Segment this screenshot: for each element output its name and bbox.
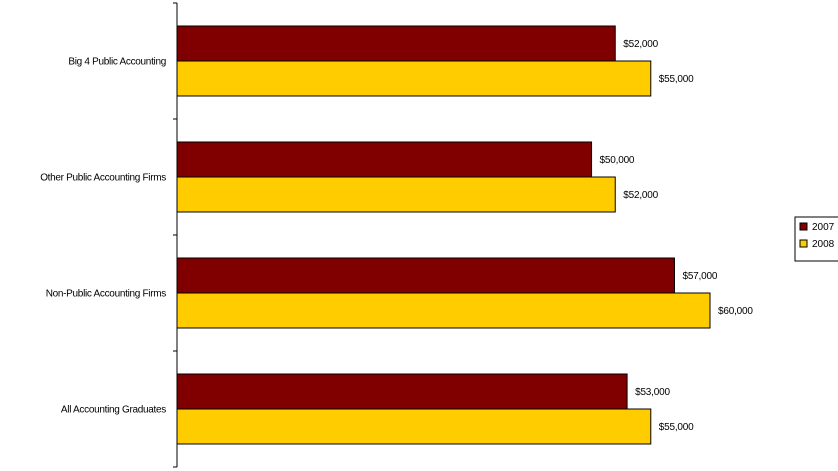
data-label: $57,000 xyxy=(682,271,717,282)
bar-2008 xyxy=(176,408,652,445)
category-label: All Accounting Graduates xyxy=(61,405,166,416)
bar-2008 xyxy=(176,176,616,213)
data-label: $55,000 xyxy=(659,74,694,85)
category-label: Other Public Accounting Firms xyxy=(40,173,166,184)
category-label: Non-Public Accounting Firms xyxy=(46,289,167,300)
data-label: $60,000 xyxy=(718,306,753,317)
category-label: Big 4 Public Accounting xyxy=(68,57,166,68)
bar-2008 xyxy=(176,292,711,329)
legend-swatch-2008 xyxy=(799,239,808,248)
data-label: $52,000 xyxy=(623,39,658,50)
bar-2007 xyxy=(176,373,628,410)
data-label: $55,000 xyxy=(659,422,694,433)
data-label: $53,000 xyxy=(635,387,670,398)
legend-swatch-2007 xyxy=(799,222,808,231)
bar-2007 xyxy=(176,257,675,294)
bar-2007 xyxy=(176,25,616,62)
bar-2007 xyxy=(176,141,593,178)
data-label: $50,000 xyxy=(600,155,635,166)
legend-label: 2007 xyxy=(812,222,835,233)
bar-2008 xyxy=(176,60,652,97)
legend-label: 2008 xyxy=(812,239,835,250)
data-label: $52,000 xyxy=(623,190,658,201)
